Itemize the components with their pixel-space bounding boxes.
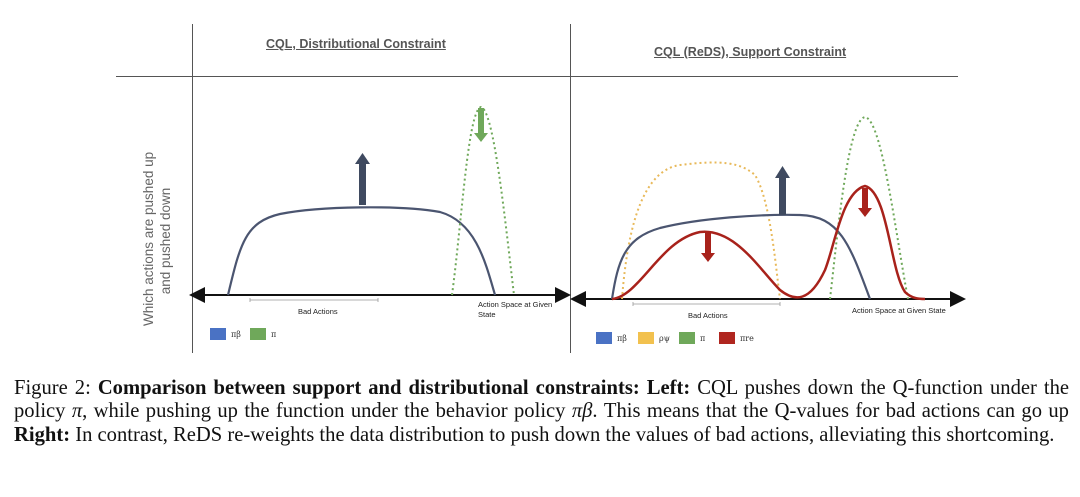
left-action-space-label: Action Space at Given State	[478, 300, 552, 320]
right-panel-title: CQL (ReDS), Support Constraint	[654, 45, 847, 59]
figure-graphics	[116, 24, 966, 353]
left-legend-pi: π	[250, 328, 276, 340]
figure-caption: Figure 2: Comparison between support and…	[14, 377, 1069, 447]
caption-left-text-1: CQL pushes down the Q-function under the…	[14, 377, 1070, 423]
legend-label: πβ	[231, 329, 241, 339]
left-push-down-arrow	[474, 108, 488, 142]
caption-left-label: Left:	[646, 377, 691, 399]
right-action-space-label: Action Space at Given State	[852, 306, 946, 315]
legend-label: πre	[740, 333, 754, 343]
left-action-space-line1: Action Space at Given	[478, 300, 553, 309]
right-legend-pi: π	[679, 332, 705, 344]
caption-right-label: Right:	[14, 423, 71, 446]
legend-label: π	[271, 329, 277, 339]
caption-left-text-2: , while pushing up the function under th…	[82, 400, 566, 423]
right-behavior-curve	[610, 213, 872, 300]
right-legend-pi-beta: πβ	[596, 332, 627, 344]
legend-swatch	[250, 328, 266, 340]
caption-right-text: In contrast, ReDS re-weights the data di…	[75, 423, 1055, 446]
legend-swatch	[638, 332, 654, 344]
right-legend-pi-re: πre	[719, 332, 754, 344]
right-legend-rho: ρψ	[638, 332, 670, 344]
legend-label: ρψ	[659, 333, 670, 343]
right-rho-dotted-curve	[621, 161, 781, 300]
caption-pi-beta-symbol: πβ	[571, 400, 593, 423]
caption-left-text-3: . This means that the Q-values for bad a…	[592, 400, 1069, 423]
left-behavior-curve	[226, 206, 497, 296]
figure-2: CQL, Distributional Constraint CQL (ReDS…	[116, 24, 966, 353]
y-axis-label-line2: and pushed down	[158, 187, 173, 295]
legend-swatch	[596, 332, 612, 344]
legend-label: πβ	[617, 333, 627, 343]
y-axis-label-line1: Which actions are pushed up	[141, 151, 156, 326]
legend-label: π	[700, 333, 706, 343]
right-push-up-arrow	[775, 166, 790, 215]
caption-bold-title: Comparison between support and distribut…	[97, 377, 640, 399]
legend-swatch	[210, 328, 226, 340]
legend-swatch	[679, 332, 695, 344]
y-axis-label: Which actions are pushed up and pushed d…	[140, 151, 174, 326]
left-policy-dotted-curve	[451, 105, 515, 296]
right-reweighted-curve	[611, 184, 926, 301]
right-push-down-arrow-2	[858, 188, 872, 217]
left-panel-title: CQL, Distributional Constraint	[266, 37, 446, 51]
left-action-space-line2: State	[478, 310, 496, 319]
caption-pi-symbol: π	[71, 400, 83, 423]
legend-swatch	[719, 332, 735, 344]
left-bad-actions-label: Bad Actions	[298, 307, 338, 316]
caption-figure-label: Figure 2:	[14, 377, 91, 399]
left-push-up-arrow	[355, 153, 370, 205]
left-legend-pi-beta: πβ	[210, 328, 241, 340]
right-push-down-arrow-1	[701, 233, 715, 262]
right-bad-actions-label: Bad Actions	[688, 311, 728, 320]
